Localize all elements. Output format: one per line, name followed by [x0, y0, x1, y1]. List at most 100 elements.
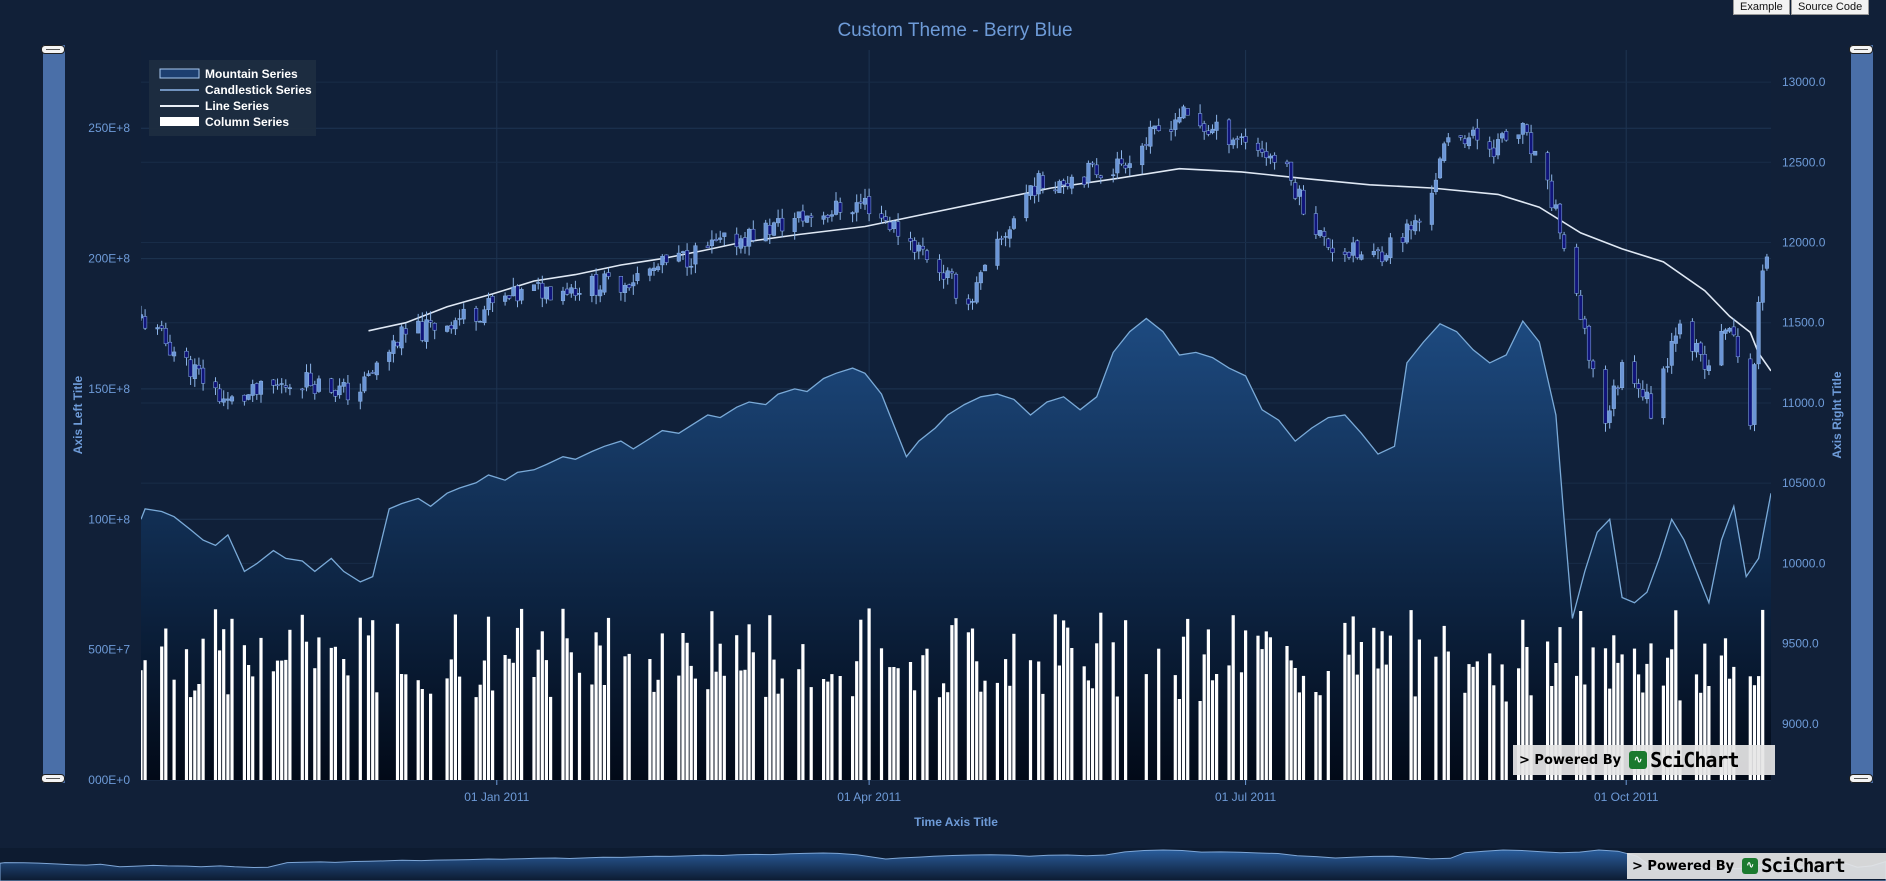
candle-body	[937, 259, 942, 273]
candle-body	[705, 245, 710, 249]
candle-body	[1694, 343, 1699, 353]
candle-body	[685, 250, 690, 268]
column-bar	[1318, 695, 1322, 780]
candle-body	[569, 287, 574, 294]
column-bar	[1632, 648, 1637, 780]
column-bar	[1446, 651, 1450, 780]
y-right-tick-label: 11000.0	[1782, 396, 1825, 410]
left-scrollbar-bottom-handle[interactable]	[41, 774, 65, 783]
column-bar	[1583, 684, 1587, 780]
column-bar	[1099, 612, 1103, 780]
column-bar	[830, 674, 834, 780]
column-bar	[478, 684, 482, 780]
column-bar	[1206, 629, 1210, 780]
candle-body	[366, 373, 371, 376]
candle-body	[1582, 318, 1587, 329]
example-tab[interactable]: Example	[1733, 0, 1790, 15]
candle-body	[982, 264, 988, 272]
candle-body	[329, 378, 334, 393]
column-bar	[888, 667, 892, 780]
column-bar	[1525, 647, 1529, 780]
column-bar	[801, 644, 805, 780]
column-bar	[1124, 620, 1128, 780]
column-bar	[532, 677, 536, 780]
candle-body	[1053, 189, 1058, 192]
candle-body	[1690, 321, 1695, 352]
column-bar	[371, 620, 375, 780]
column-bar	[230, 618, 234, 780]
column-bar	[540, 631, 544, 780]
column-bar	[764, 696, 768, 780]
y-left-tick-label: 000E+0	[88, 773, 130, 787]
column-bar	[1492, 685, 1496, 780]
column-bar	[1239, 672, 1244, 780]
column-bar	[772, 659, 776, 780]
column-bar	[1608, 688, 1612, 780]
column-bar	[1761, 609, 1765, 780]
right-scrollbar-top-handle[interactable]	[1849, 45, 1873, 54]
candle-body	[833, 200, 839, 215]
column-bar	[797, 669, 801, 780]
right-scrollbar-bottom-handle[interactable]	[1849, 774, 1873, 783]
column-bar	[921, 655, 925, 780]
column-bar	[1041, 693, 1045, 780]
column-bar	[1471, 666, 1475, 780]
overview-watermark: > Powered By ∿ SciChart	[1627, 853, 1886, 879]
candle-body	[776, 218, 781, 224]
candle-body	[1557, 203, 1563, 234]
candle-body	[1057, 181, 1062, 194]
candle-body	[1011, 218, 1016, 229]
candle-body	[1371, 251, 1376, 256]
candle-body	[1239, 136, 1244, 138]
candle-body	[1243, 136, 1248, 143]
candle-body	[1719, 331, 1724, 366]
candle-body	[1185, 108, 1190, 116]
candle-body	[403, 328, 408, 335]
candle-body	[896, 221, 901, 237]
column-bar	[1057, 665, 1061, 780]
candle-body	[974, 282, 979, 303]
scichart-logo-icon: ∿	[1629, 751, 1648, 769]
candle-body	[271, 379, 276, 386]
candle-body	[1330, 247, 1335, 253]
column-bar	[879, 648, 884, 780]
candle-body	[316, 378, 321, 392]
column-bar	[776, 693, 780, 780]
column-bar	[429, 693, 433, 780]
column-bar	[722, 675, 726, 780]
right-axis-scrollbar[interactable]	[1849, 45, 1873, 783]
left-scrollbar-top-handle[interactable]	[41, 45, 65, 54]
candle-body	[651, 267, 657, 271]
candle-body	[345, 382, 350, 401]
candle-body	[1289, 161, 1294, 181]
candle-body	[1562, 234, 1567, 249]
column-bar	[201, 638, 205, 780]
column-bar	[222, 629, 226, 780]
column-bar	[172, 679, 176, 780]
column-bar	[1202, 654, 1206, 780]
candle-body	[622, 285, 628, 293]
column-bar	[1554, 663, 1558, 780]
left-axis-scrollbar[interactable]	[41, 45, 65, 783]
candle-body	[1529, 132, 1534, 155]
source-code-tab[interactable]: Source Code	[1791, 0, 1870, 15]
column-bar	[1728, 678, 1732, 780]
candle-body	[1375, 249, 1381, 252]
y-right-tick-label: 9500.0	[1782, 637, 1819, 651]
candle-body	[941, 272, 946, 280]
column-bar	[1434, 656, 1438, 780]
column-bar	[1144, 674, 1148, 780]
candle-body	[1177, 117, 1182, 123]
candle-body	[1752, 364, 1757, 425]
column-bar	[1177, 699, 1181, 780]
column-bar	[677, 675, 681, 780]
candle-body	[486, 298, 491, 310]
candle-body	[1698, 342, 1703, 355]
overview-strip[interactable]	[0, 848, 1886, 881]
candle-body	[1553, 204, 1558, 209]
column-bar	[549, 696, 553, 780]
candle-body	[589, 275, 594, 296]
candle-body	[283, 385, 288, 388]
candle-body	[1318, 230, 1323, 236]
mountain-outline	[141, 317, 1771, 619]
